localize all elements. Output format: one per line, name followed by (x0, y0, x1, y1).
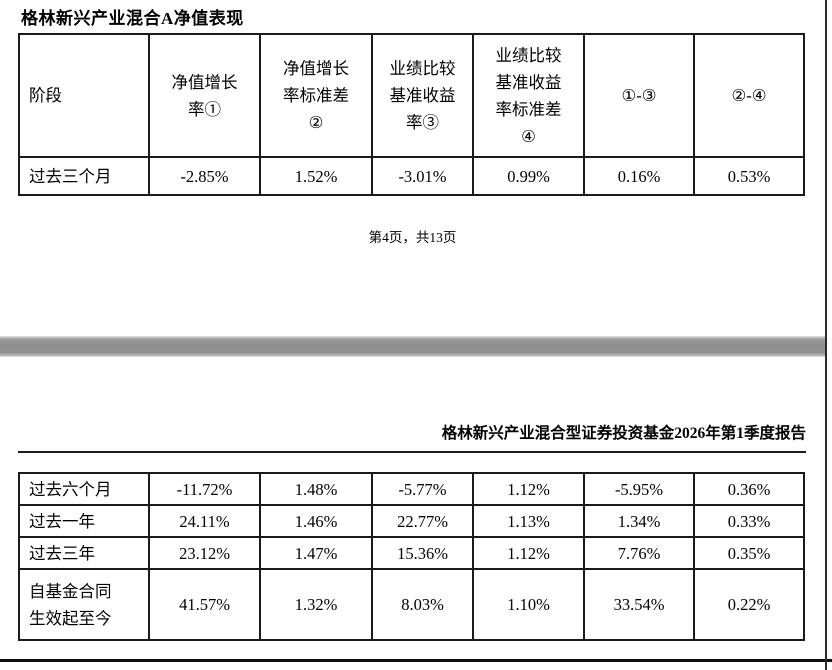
cell-stage: 过去三个月 (18, 156, 150, 196)
cell-value: -5.77% (371, 472, 474, 506)
cell-value: -5.95% (583, 472, 695, 506)
viewport-right-border (825, 0, 827, 670)
cell-value: 41.57% (148, 568, 261, 641)
header-diff-1-3: ①-③ (583, 33, 695, 158)
header-stage: 阶段 (18, 33, 150, 158)
viewport-bottom-border (0, 659, 832, 662)
cell-value: 7.76% (583, 536, 695, 570)
header-nav-growth: 净值增长 率① (148, 33, 261, 158)
cell-value: 0.36% (693, 472, 805, 506)
cell-value: 22.77% (371, 504, 474, 538)
cell-value: 1.48% (259, 472, 373, 506)
cell-value: 1.46% (259, 504, 373, 538)
cell-stage: 自基金合同 生效起至今 (18, 568, 150, 641)
cell-value: 1.47% (259, 536, 373, 570)
table-row: 过去三个月 -2.85% 1.52% -3.01% 0.99% 0.16% 0.… (18, 156, 805, 196)
cell-value: 1.10% (472, 568, 585, 641)
cell-value: 1.12% (472, 536, 585, 570)
cell-value: 33.54% (583, 568, 695, 641)
table-row: 过去三年 23.12% 1.47% 15.36% 1.12% 7.76% 0.3… (18, 536, 805, 570)
cell-value: 8.03% (371, 568, 474, 641)
cell-value: 0.16% (583, 156, 695, 196)
header-rule (18, 451, 806, 453)
cell-value: 0.99% (472, 156, 585, 196)
cell-value: 24.11% (148, 504, 261, 538)
cell-stage: 过去六个月 (18, 472, 150, 506)
table-header-row: 阶段 净值增长 率① 净值增长 率标准差 ② 业绩比较 基准收益 率③ 业绩比较… (18, 33, 805, 158)
cell-value: -2.85% (148, 156, 261, 196)
cell-stage: 过去三年 (18, 536, 150, 570)
cell-value: -11.72% (148, 472, 261, 506)
cell-value: 1.13% (472, 504, 585, 538)
cell-stage: 过去一年 (18, 504, 150, 538)
report-header: 格林新兴产业混合型证券投资基金2026年第1季度报告 (441, 425, 806, 442)
cell-value: 23.12% (148, 536, 261, 570)
header-diff-2-4: ②-④ (693, 33, 805, 158)
table-row: 过去六个月 -11.72% 1.48% -5.77% 1.12% -5.95% … (18, 472, 805, 506)
cell-value: 0.33% (693, 504, 805, 538)
cell-value: -3.01% (371, 156, 474, 196)
performance-table-page2: 过去六个月 -11.72% 1.48% -5.77% 1.12% -5.95% … (18, 472, 805, 641)
header-nav-growth-stdev: 净值增长 率标准差 ② (259, 33, 373, 158)
page-number-footer: 第4页，共13页 (368, 230, 457, 245)
cell-value: 1.52% (259, 156, 373, 196)
cell-value: 1.12% (472, 472, 585, 506)
table-row: 过去一年 24.11% 1.46% 22.77% 1.13% 1.34% 0.3… (18, 504, 805, 538)
cell-value: 15.36% (371, 536, 474, 570)
performance-table-page1: 阶段 净值增长 率① 净值增长 率标准差 ② 业绩比较 基准收益 率③ 业绩比较… (18, 33, 805, 196)
cell-value: 0.22% (693, 568, 805, 641)
cell-value: 0.53% (693, 156, 805, 196)
page-break-separator (0, 336, 825, 357)
cell-value: 0.35% (693, 536, 805, 570)
table-row: 自基金合同 生效起至今 41.57% 1.32% 8.03% 1.10% 33.… (18, 568, 805, 641)
header-benchmark-stdev: 业绩比较 基准收益 率标准差 ④ (472, 33, 585, 158)
page-title: 格林新兴产业混合A净值表现 (21, 9, 244, 28)
cell-value: 1.34% (583, 504, 695, 538)
header-benchmark-return: 业绩比较 基准收益 率③ (371, 33, 474, 158)
cell-value: 1.32% (259, 568, 373, 641)
